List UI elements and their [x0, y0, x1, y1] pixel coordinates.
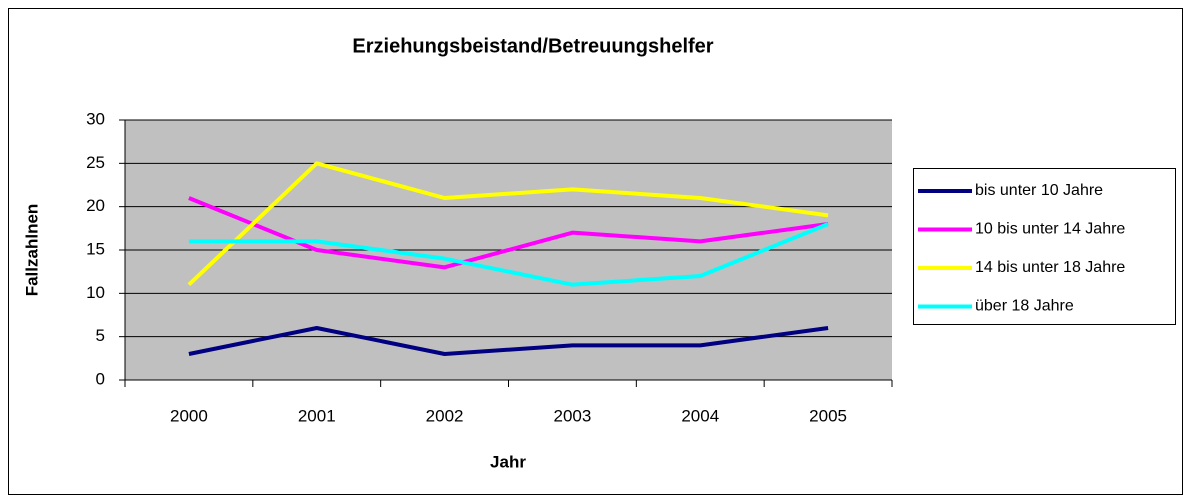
x-tick-label: 2004 [681, 406, 719, 425]
legend [913, 168, 1176, 325]
y-tick-label: 25 [86, 153, 105, 172]
x-tick-label: 2002 [426, 406, 464, 425]
legend-label: über 18 Jahre [975, 298, 1074, 315]
chart-title: Erziehungsbeistand/Betreuungshelfer [352, 35, 713, 57]
y-tick-label: 5 [96, 326, 105, 345]
y-tick-label: 10 [86, 283, 105, 302]
legend-label: bis unter 10 Jahre [975, 182, 1103, 199]
x-tick-label: 2005 [809, 406, 847, 425]
y-tick-label: 30 [86, 109, 105, 128]
y-tick-label: 15 [86, 239, 105, 258]
y-axis-label: Fallzahlnen [22, 204, 41, 297]
x-tick-label: 2001 [298, 406, 336, 425]
x-tick-label: 2003 [554, 406, 592, 425]
y-tick-label: 20 [86, 196, 105, 215]
series-line [188, 326, 829, 356]
x-tick-label: 2000 [170, 406, 208, 425]
legend-label: 14 bis unter 18 Jahre [975, 259, 1125, 276]
legend-label: 10 bis unter 14 Jahre [975, 221, 1125, 238]
x-axis-label: Jahr [490, 452, 526, 471]
series-line [187, 161, 829, 287]
y-tick-label: 0 [96, 369, 105, 388]
series-line [188, 222, 829, 287]
